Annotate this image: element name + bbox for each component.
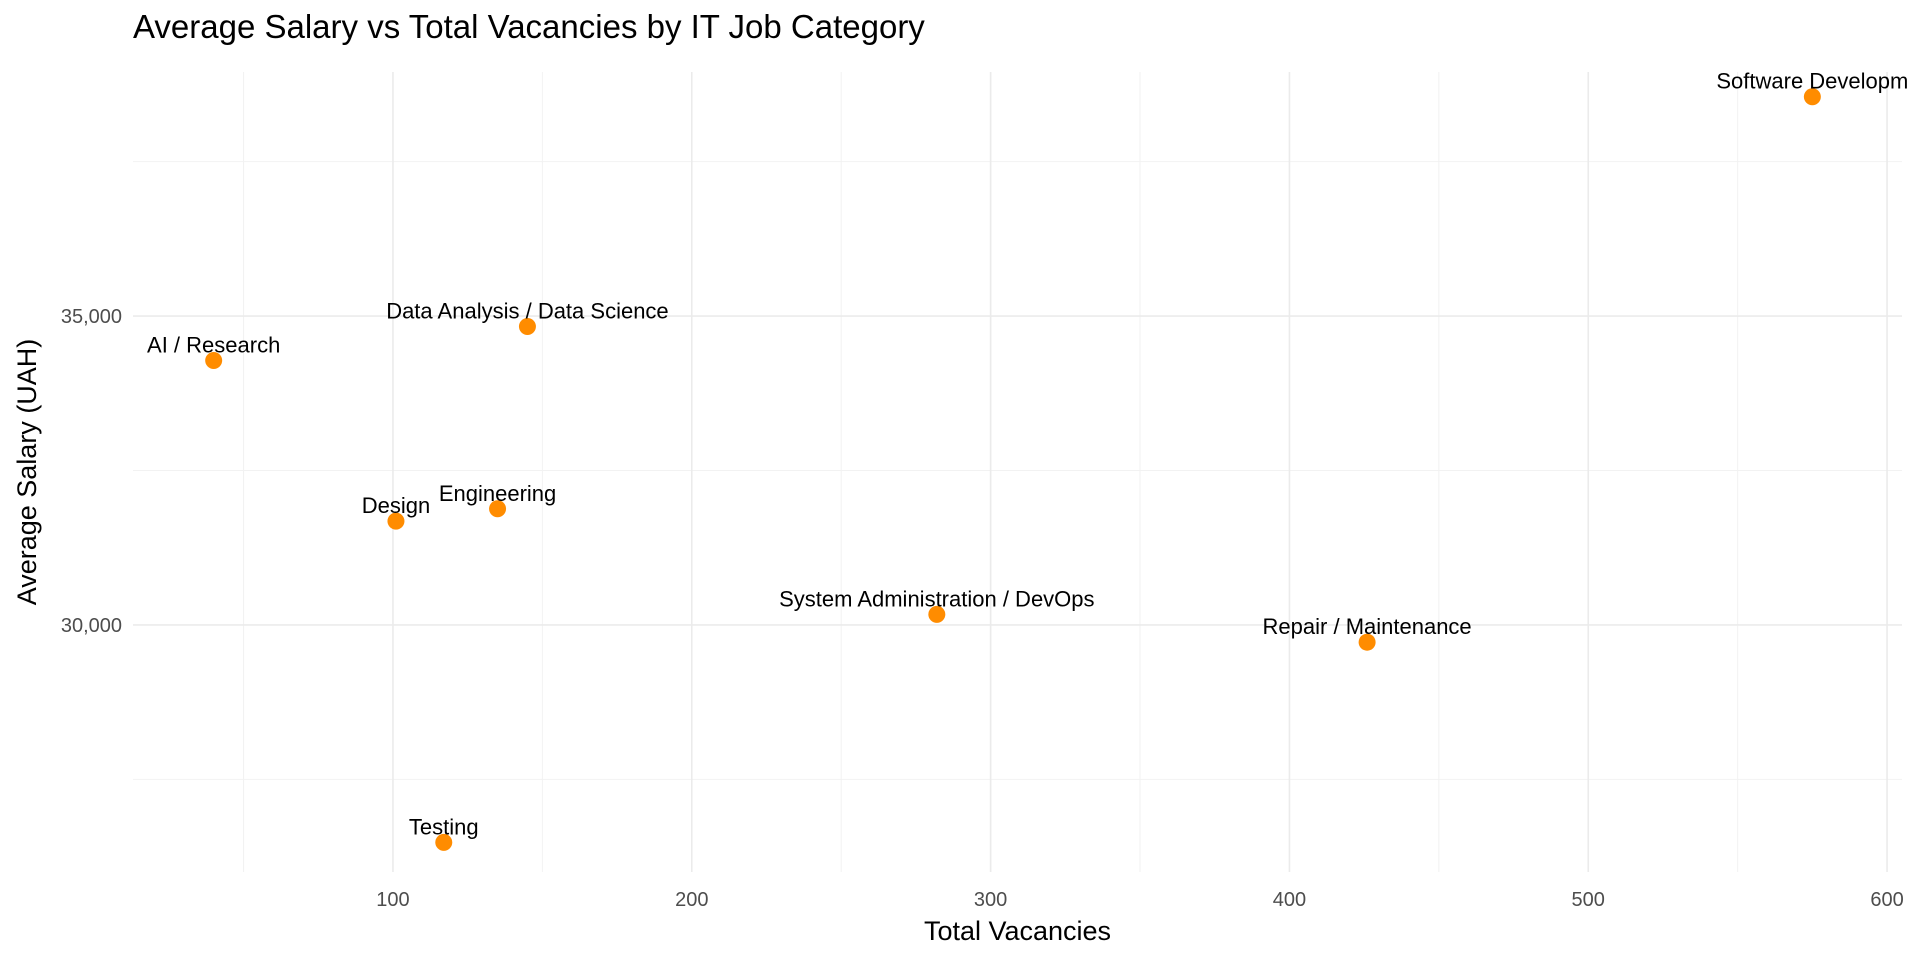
chart-title: Average Salary vs Total Vacancies by IT … xyxy=(133,8,925,45)
data-point xyxy=(1358,633,1376,651)
point-label: Software Developm xyxy=(1716,69,1908,94)
point-labels: Software Developm Data Analysis / Data Sc… xyxy=(147,69,1908,840)
point-label: Data Analysis / Data Science xyxy=(386,299,668,324)
y-tick-label: 30,000 xyxy=(61,615,122,637)
point-label: Testing xyxy=(409,814,479,839)
x-axis-title: Total Vacancies xyxy=(924,916,1111,946)
data-point xyxy=(387,512,405,530)
point-label: Design xyxy=(362,493,430,518)
x-tick-label: 600 xyxy=(1870,889,1903,911)
x-tick-label: 500 xyxy=(1572,889,1605,911)
x-tick-label: 100 xyxy=(376,889,409,911)
axis-ticks: 100 200 300 400 500 600 30,000 35,000 xyxy=(61,306,1904,911)
x-tick-label: 400 xyxy=(1273,889,1306,911)
data-point xyxy=(518,318,536,336)
data-point xyxy=(489,500,507,518)
point-label: System Administration / DevOps xyxy=(779,586,1094,611)
x-tick-label: 300 xyxy=(974,889,1007,911)
x-tick-label: 200 xyxy=(675,889,708,911)
data-points xyxy=(205,88,1821,851)
data-point xyxy=(1803,88,1821,106)
grid xyxy=(133,72,1902,872)
data-point xyxy=(205,351,223,369)
data-point xyxy=(928,605,946,623)
point-label: Repair / Maintenance xyxy=(1263,614,1472,639)
y-tick-label: 35,000 xyxy=(61,306,122,328)
data-point xyxy=(435,833,453,851)
y-axis-title: Average Salary (UAH) xyxy=(12,339,42,606)
point-label: AI / Research xyxy=(147,332,280,357)
point-label: Engineering xyxy=(439,481,556,506)
